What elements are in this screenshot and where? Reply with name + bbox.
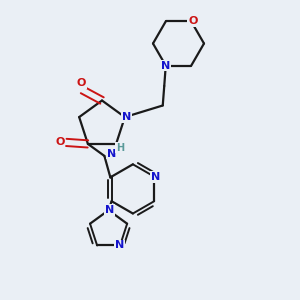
Text: O: O (76, 78, 86, 88)
Text: O: O (55, 137, 64, 147)
Text: N: N (122, 112, 131, 122)
Text: N: N (161, 61, 170, 70)
Text: N: N (105, 205, 114, 215)
Text: N: N (115, 241, 124, 250)
Text: N: N (151, 172, 160, 182)
Text: N: N (107, 148, 116, 158)
Text: H: H (116, 142, 124, 152)
Text: O: O (188, 16, 197, 26)
